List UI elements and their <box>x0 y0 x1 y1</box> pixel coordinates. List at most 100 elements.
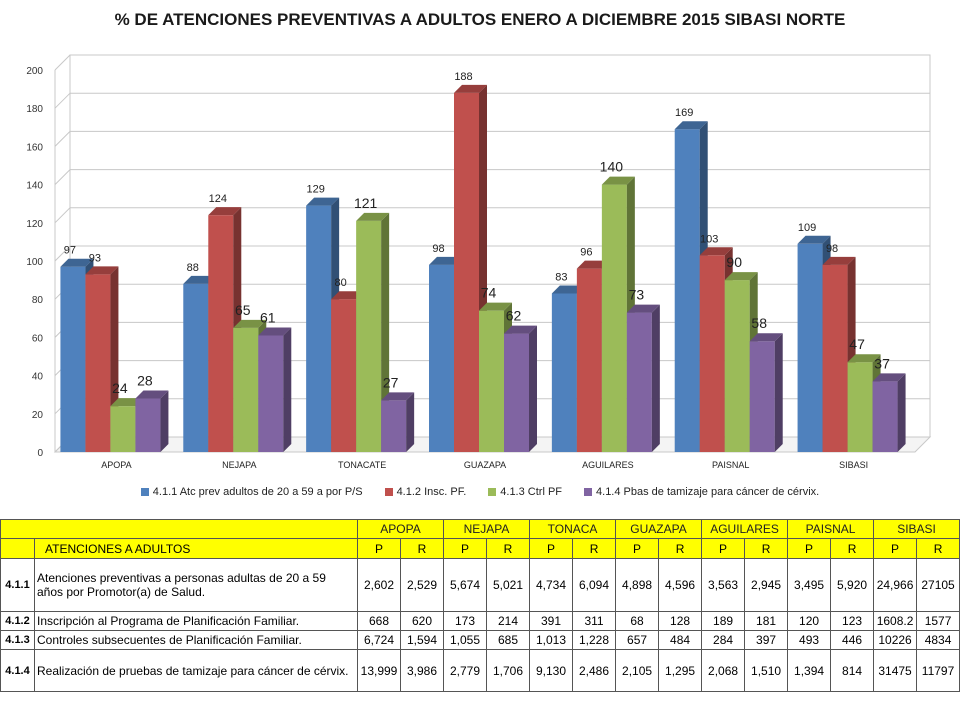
bar-top <box>847 354 881 363</box>
bar-top <box>479 302 512 311</box>
data-label: 98 <box>432 243 444 255</box>
bar-top <box>749 333 783 342</box>
p-header: P <box>873 538 918 559</box>
category-label: PAISNAL <box>712 460 749 470</box>
table-cell: 120 <box>787 611 832 631</box>
legend-swatch <box>140 488 149 496</box>
bar-top <box>331 291 365 300</box>
table-cell: 13,999 <box>357 649 401 692</box>
place-header: AGUILARES <box>701 519 789 539</box>
table-cell: 1,295 <box>658 649 703 692</box>
data-label: 140 <box>600 159 624 175</box>
bar-front <box>724 280 750 452</box>
gridline <box>54 92 930 109</box>
gridline <box>54 54 930 71</box>
bar-top <box>551 285 585 294</box>
table-cell: 10226 <box>873 630 918 650</box>
data-label: 28 <box>137 373 153 389</box>
legend-item: 4.1.4 Pbas de tamizaje para cáncer de cé… <box>584 486 819 498</box>
bar-side <box>897 373 906 452</box>
p-header: P <box>615 538 660 559</box>
bar-front <box>674 129 700 452</box>
bar <box>749 333 783 452</box>
table-cell: 493 <box>787 630 832 650</box>
table-cell: 311 <box>572 611 617 631</box>
category-label: TONACATE <box>338 460 386 470</box>
r-header: R <box>485 538 531 559</box>
table-cell: 2,105 <box>615 649 660 692</box>
data-label: 93 <box>89 252 101 264</box>
table-cell: 1,510 <box>744 649 789 692</box>
bar-top <box>674 121 708 130</box>
bar-front <box>749 341 775 452</box>
data-label: 74 <box>481 285 497 301</box>
table-cell: 2,945 <box>744 558 789 612</box>
bar-side <box>381 212 390 452</box>
table-cell: 657 <box>615 630 660 650</box>
row-code: 4.1.1 <box>0 558 35 612</box>
table-cell: 4,596 <box>658 558 703 612</box>
section-label: ATENCIONES A ADULTOS <box>34 538 358 559</box>
bar-top <box>724 272 758 281</box>
table-subheader-row: ATENCIONES A ADULTOS P R P R P R P R P R P R P R <box>0 538 960 559</box>
p-header: P <box>787 538 832 559</box>
bar-top <box>601 176 635 185</box>
bar-top <box>822 256 856 265</box>
data-label: 97 <box>64 245 76 257</box>
r-header: R <box>400 538 444 559</box>
table-corner-cell <box>0 519 358 539</box>
table-cell: 4,734 <box>529 558 574 612</box>
bar-top <box>504 325 537 334</box>
table-cell: 620 <box>400 611 444 631</box>
data-label: 98 <box>826 243 838 255</box>
gridline <box>54 245 930 262</box>
row-code: 4.1.3 <box>0 630 35 650</box>
bar-front <box>797 243 823 452</box>
data-label: 96 <box>580 247 592 259</box>
bar <box>208 207 242 452</box>
table-cell: 9,130 <box>529 649 574 692</box>
table-cell: 1608.2 <box>873 611 918 631</box>
bar-front <box>381 400 407 452</box>
data-label: 109 <box>798 222 816 234</box>
table-cell: 446 <box>830 630 875 650</box>
table-cell: 5,674 <box>443 558 487 612</box>
table-cell: 31475 <box>873 649 918 692</box>
table-cell: 214 <box>485 611 531 631</box>
table-cell: 1,055 <box>443 630 487 650</box>
table-cell: 2,602 <box>357 558 401 612</box>
p-header: P <box>443 538 487 559</box>
table-corner-cell <box>0 538 35 559</box>
data-label: 121 <box>354 195 378 211</box>
y-tick-label: 160 <box>26 142 43 153</box>
category-label: SIBASI <box>839 460 868 470</box>
legend-swatch <box>384 488 393 496</box>
table-cell: 128 <box>658 611 703 631</box>
data-label: 124 <box>209 193 227 205</box>
data-label: 90 <box>726 254 742 270</box>
y-tick-label: 60 <box>32 333 44 344</box>
table-cell: 814 <box>830 649 875 692</box>
table-cell: 484 <box>658 630 703 650</box>
category-label: AGUILARES <box>582 460 634 470</box>
table-cell: 6,724 <box>357 630 401 650</box>
row-code: 4.1.2 <box>0 611 35 631</box>
data-label: 27 <box>383 374 399 390</box>
place-header: PAISNAL <box>787 519 875 539</box>
bar <box>381 392 415 452</box>
bar-top <box>454 84 487 93</box>
table-cell: 1,706 <box>485 649 531 692</box>
bar-front <box>479 310 504 452</box>
y-tick-label: 180 <box>26 104 43 115</box>
table-cell: 1,394 <box>787 649 832 692</box>
p-header: P <box>701 538 746 559</box>
bar-front <box>183 283 209 452</box>
bar-top <box>356 212 390 221</box>
bar-top <box>381 392 415 401</box>
table-cell: 189 <box>701 611 746 631</box>
table-cell: 2,486 <box>572 649 617 692</box>
category-label: GUAZAPA <box>464 460 506 470</box>
bar-front <box>551 293 577 452</box>
r-header: R <box>572 538 617 559</box>
data-label: 129 <box>306 184 324 196</box>
